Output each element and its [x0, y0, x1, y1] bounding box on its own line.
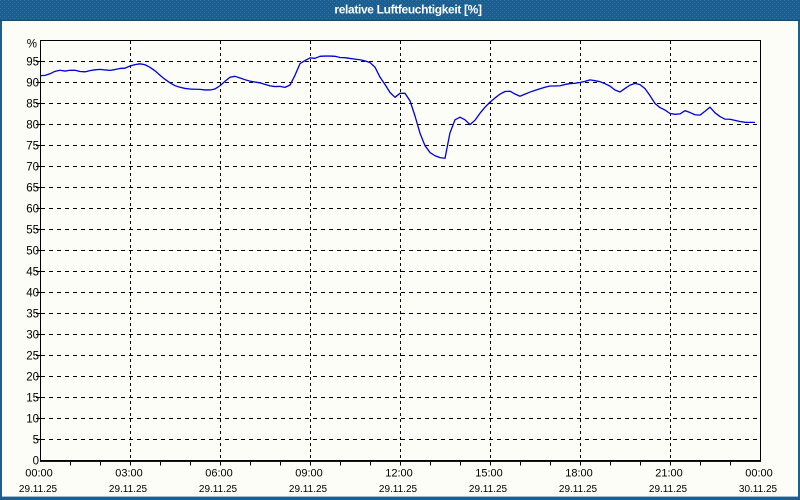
- svg-text:15:00: 15:00: [475, 468, 503, 480]
- svg-text:00:00: 00:00: [745, 468, 773, 480]
- svg-text:21:00: 21:00: [655, 468, 683, 480]
- svg-text:90: 90: [26, 78, 39, 90]
- svg-text:60: 60: [26, 204, 39, 216]
- svg-text:20: 20: [26, 372, 39, 384]
- svg-text:25: 25: [26, 351, 39, 363]
- svg-text:65: 65: [26, 183, 39, 195]
- svg-text:30.11.25: 30.11.25: [739, 484, 778, 495]
- svg-text:03:00: 03:00: [115, 468, 143, 480]
- svg-text:5: 5: [33, 435, 39, 447]
- svg-text:12:00: 12:00: [385, 468, 413, 480]
- svg-text:%: %: [27, 39, 37, 51]
- svg-text:18:00: 18:00: [565, 468, 593, 480]
- svg-text:relative Luftfeuchtigkeit [%]: relative Luftfeuchtigkeit [%]: [334, 3, 482, 17]
- svg-text:29.11.25: 29.11.25: [19, 484, 58, 495]
- svg-text:30: 30: [26, 330, 39, 342]
- svg-text:09:00: 09:00: [295, 468, 323, 480]
- svg-text:06:00: 06:00: [205, 468, 233, 480]
- svg-text:29.11.25: 29.11.25: [379, 484, 418, 495]
- svg-text:0: 0: [33, 456, 39, 468]
- svg-text:15: 15: [26, 393, 39, 405]
- svg-text:40: 40: [26, 288, 39, 300]
- svg-text:70: 70: [26, 162, 39, 174]
- svg-text:29.11.25: 29.11.25: [199, 484, 238, 495]
- svg-text:95: 95: [26, 57, 39, 69]
- svg-text:55: 55: [26, 225, 39, 237]
- svg-text:45: 45: [26, 267, 39, 279]
- svg-text:00:00: 00:00: [25, 468, 53, 480]
- svg-text:29.11.25: 29.11.25: [469, 484, 508, 495]
- svg-text:10: 10: [26, 414, 39, 426]
- svg-text:75: 75: [26, 141, 39, 153]
- svg-text:85: 85: [26, 99, 39, 111]
- svg-text:80: 80: [26, 120, 39, 132]
- svg-text:29.11.25: 29.11.25: [109, 484, 148, 495]
- svg-text:29.11.25: 29.11.25: [559, 484, 598, 495]
- svg-text:29.11.25: 29.11.25: [649, 484, 688, 495]
- svg-text:50: 50: [26, 246, 39, 258]
- svg-text:29.11.25: 29.11.25: [289, 484, 328, 495]
- svg-text:35: 35: [26, 309, 39, 321]
